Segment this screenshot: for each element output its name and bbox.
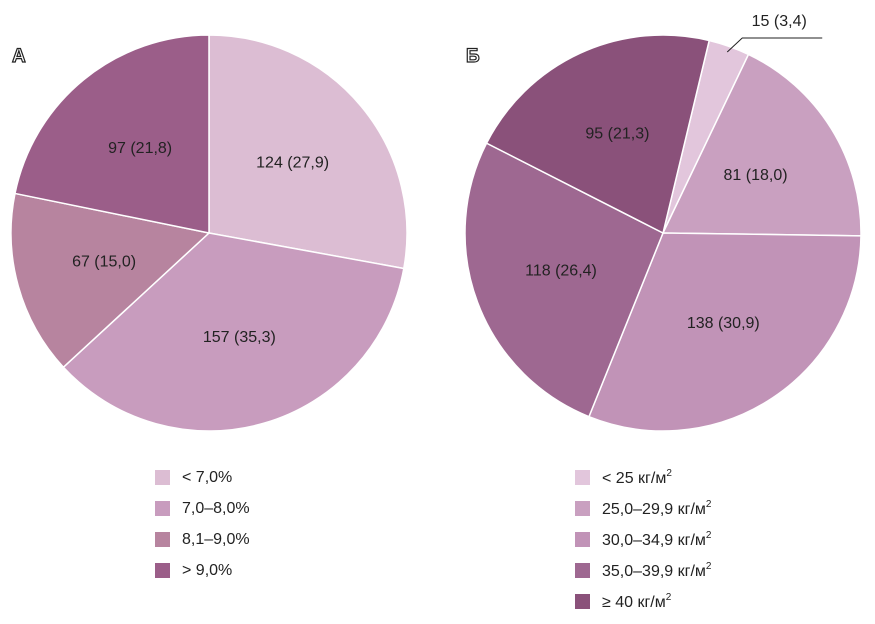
slice-label: 81 (18,0) [724,167,788,184]
legend-label: < 7,0% [182,468,233,486]
slice-label: 97 (21,8) [108,140,172,157]
legend-item: 35,0–39,9 кг/м2 [575,555,711,586]
slice-label: 118 (26,4) [525,262,597,279]
legend-swatch [575,501,590,516]
slice-label: 138 (30,9) [687,315,760,332]
callout-line [726,37,823,53]
legend-item: 7,0–8,0% [155,493,250,524]
legend-item: 25,0–29,9 кг/м2 [575,493,711,524]
legend-a: < 7,0% 7,0–8,0% 8,1–9,0% > 9,0% [155,462,250,586]
legend-label: < 25 кг/м2 [602,467,672,487]
legend-label: 30,0–34,9 кг/м2 [602,529,712,549]
legend-item: < 7,0% [155,462,250,493]
slice-label: 95 (21,3) [585,125,649,142]
legend-item: 30,0–34,9 кг/м2 [575,524,711,555]
pie-slice [62,232,405,432]
legend-swatch [155,501,170,516]
slice-label: 157 (35,3) [203,329,276,346]
panel-label-b: Б [466,46,480,67]
pie-slice [10,192,211,369]
pie-slice [485,34,711,235]
slice-label: 15 (3,4) [752,13,807,30]
legend-label: 25,0–29,9 кг/м2 [602,498,712,518]
legend-swatch [575,470,590,485]
slice-label: 67 (15,0) [72,253,136,270]
legend-item: > 9,0% [155,555,250,586]
slice-label: 124 (27,9) [256,154,329,171]
pie-slice [661,53,862,237]
pie-slice [208,34,408,270]
legend-b: < 25 кг/м2 25,0–29,9 кг/м2 30,0–34,9 кг/м2… [575,462,711,617]
legend-swatch [575,594,590,609]
legend-swatch [155,470,170,485]
pie-slice [464,142,664,418]
legend-swatch [575,532,590,547]
legend-label: > 9,0% [182,561,233,579]
legend-label: 7,0–8,0% [182,499,250,517]
legend-item: 8,1–9,0% [155,524,250,555]
legend-label: ≥ 40 кг/м2 [602,591,672,611]
legend-label: 8,1–9,0% [182,530,250,548]
pie-slice [14,34,210,234]
pie-slice [587,232,862,432]
legend-swatch [575,563,590,578]
legend-swatch [155,563,170,578]
legend-swatch [155,532,170,547]
legend-item: ≥ 40 кг/м2 [575,586,711,617]
panel-label-a: А [12,46,26,67]
legend-item: < 25 кг/м2 [575,462,711,493]
legend-label: 35,0–39,9 кг/м2 [602,560,712,580]
